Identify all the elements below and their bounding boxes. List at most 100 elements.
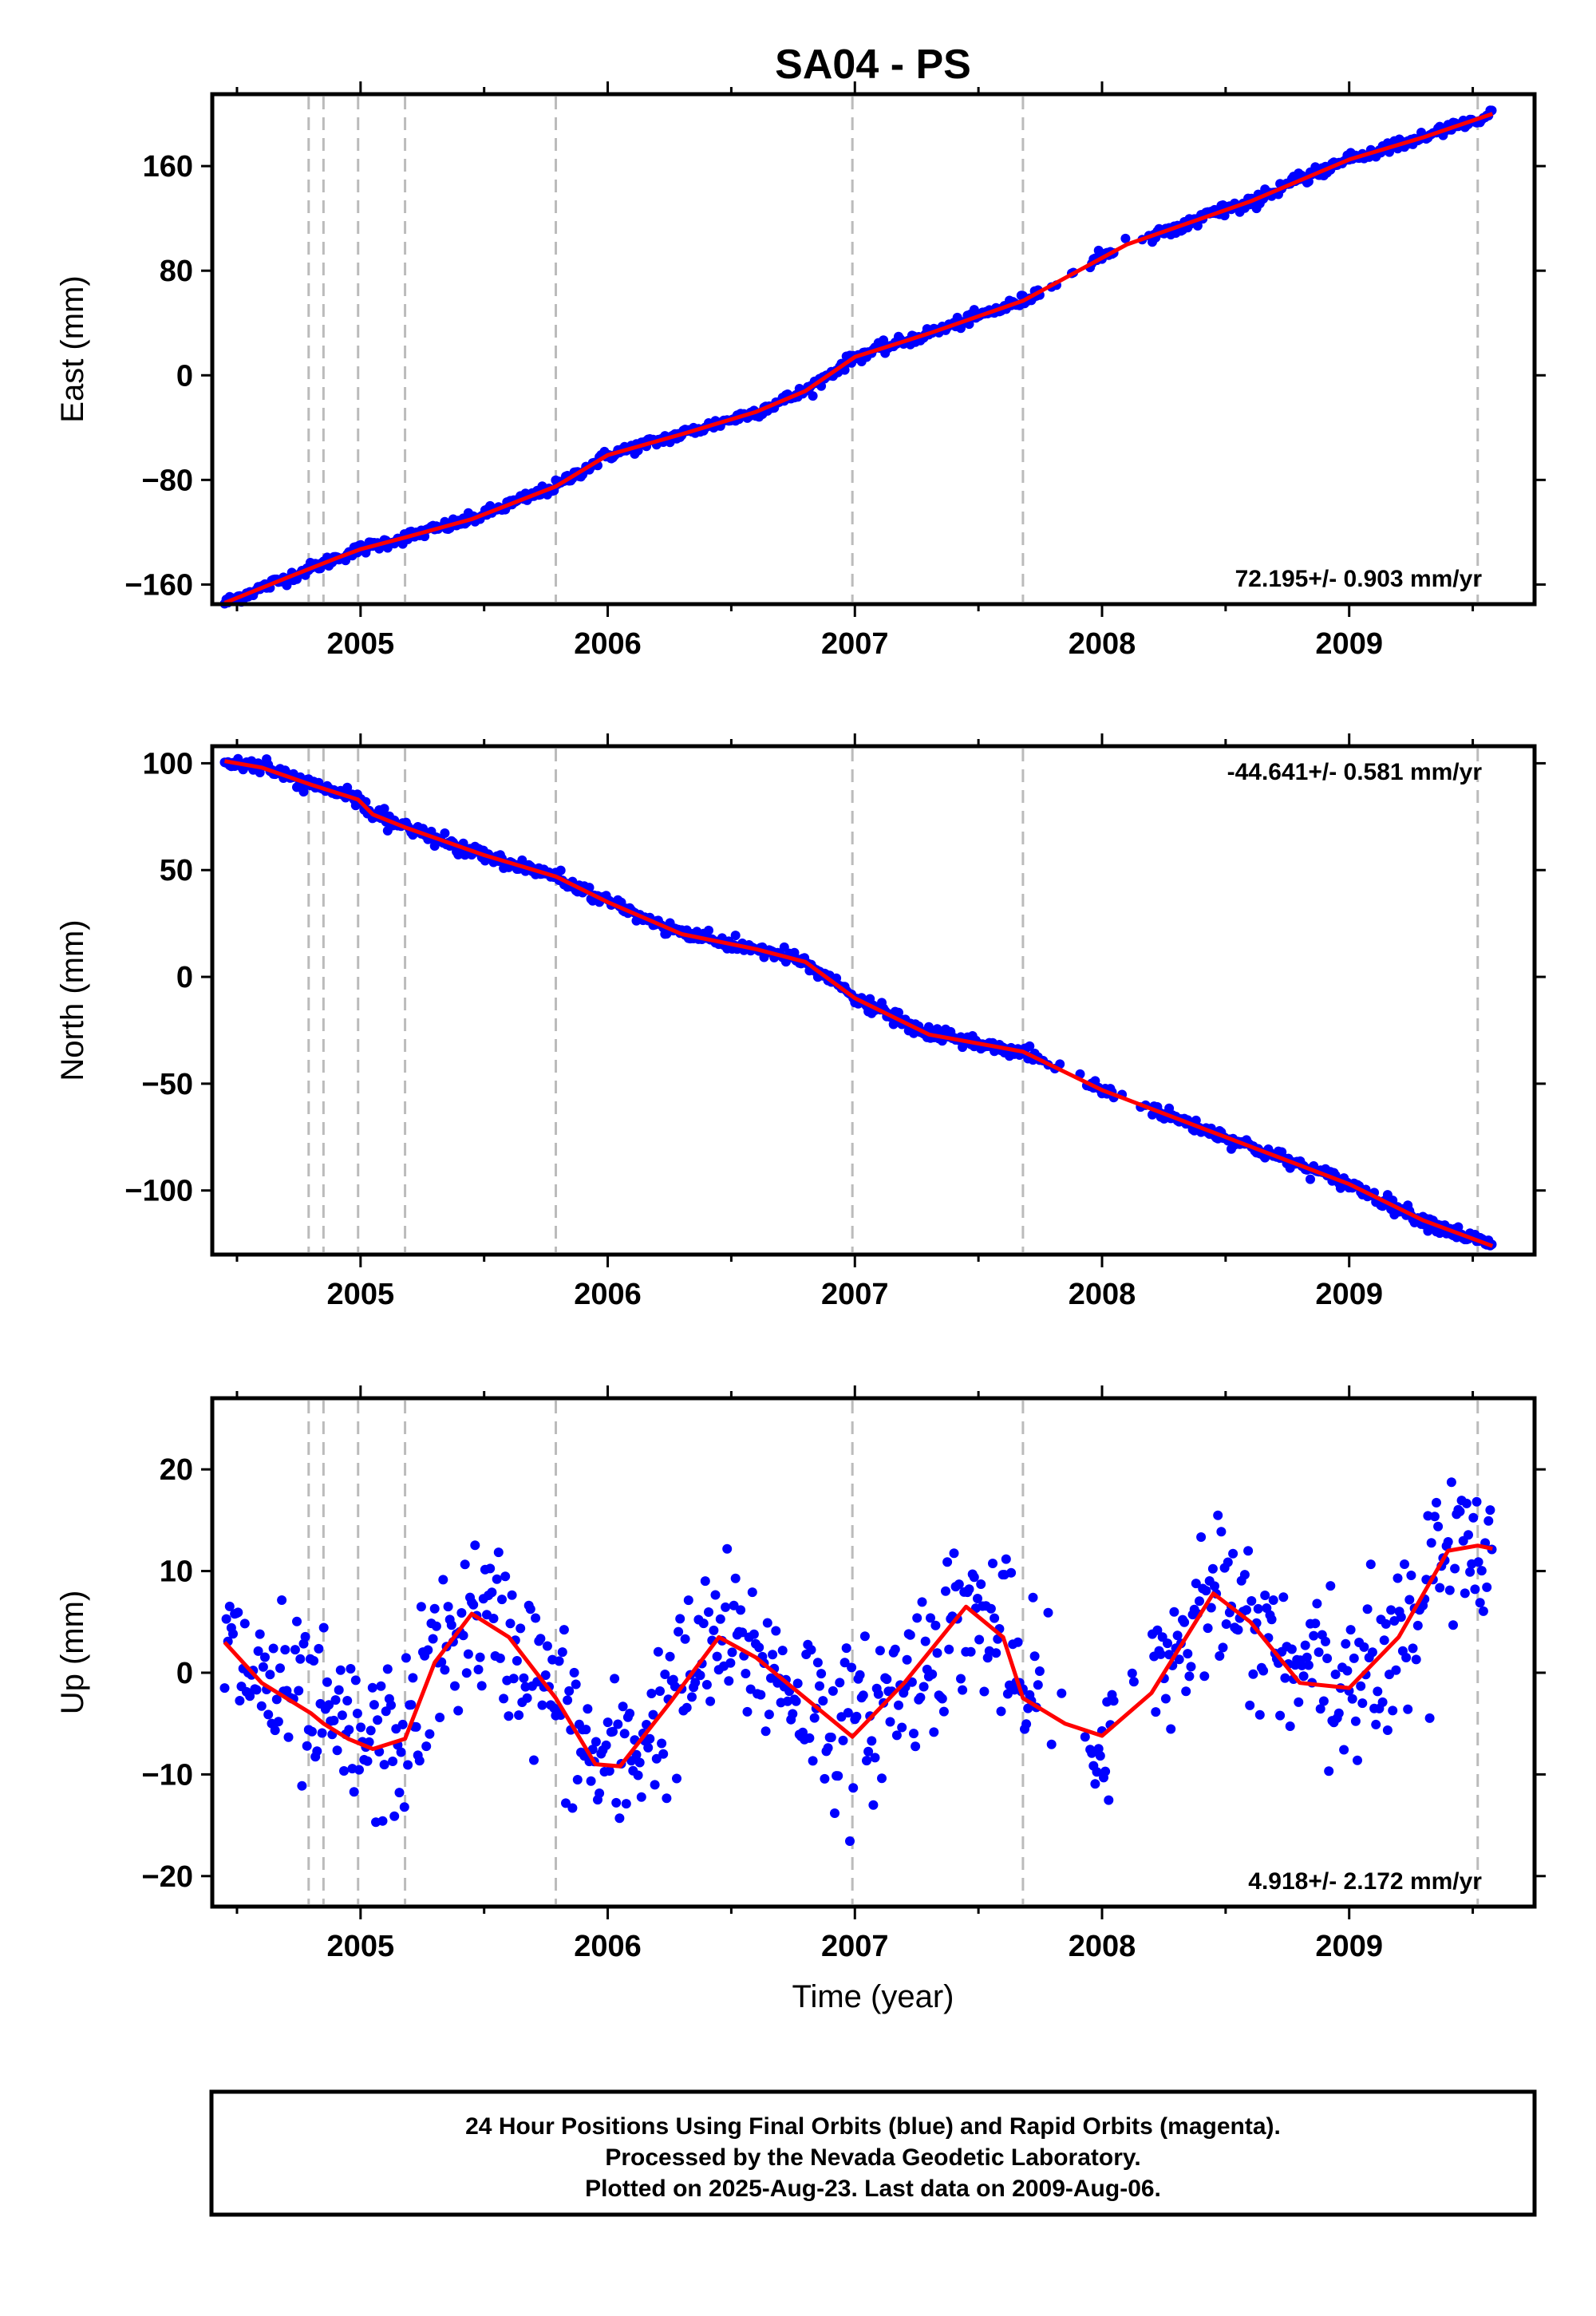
data-point — [1475, 1598, 1485, 1608]
data-point — [754, 1642, 764, 1653]
data-point — [683, 1595, 693, 1606]
data-point — [715, 1614, 725, 1624]
data-point — [762, 1618, 772, 1628]
data-point — [1309, 1630, 1319, 1641]
data-point — [1393, 1573, 1403, 1583]
data-point — [1412, 1620, 1423, 1630]
data-point — [1033, 1680, 1043, 1690]
data-point — [1371, 1719, 1381, 1729]
data-point — [332, 1745, 342, 1756]
data-point — [492, 1574, 502, 1584]
data-point — [1386, 1605, 1396, 1615]
data-point — [902, 1654, 912, 1665]
data-point — [1021, 1719, 1032, 1729]
data-point — [990, 1613, 1000, 1623]
data-point — [1104, 1795, 1114, 1805]
data-point — [337, 1710, 347, 1721]
data-point — [648, 1709, 658, 1720]
data-point — [1087, 1748, 1097, 1758]
data-point — [224, 1601, 235, 1611]
data-point — [386, 1700, 396, 1710]
data-point — [912, 1613, 922, 1623]
data-point — [944, 1644, 954, 1654]
data-point — [927, 1669, 938, 1679]
data-point — [519, 1673, 529, 1683]
data-point — [239, 1618, 250, 1629]
data-point — [1473, 1557, 1483, 1567]
data-point — [1025, 1041, 1035, 1051]
data-point — [295, 1654, 306, 1664]
data-point — [414, 1756, 425, 1766]
data-point — [1239, 1570, 1250, 1580]
footer-line-3: Plotted on 2025-Aug-23. Last data on 200… — [585, 2176, 1161, 2202]
data-point — [431, 1621, 441, 1631]
data-point — [1300, 1640, 1310, 1650]
data-point — [416, 1602, 426, 1612]
rate-label-north: -44.641+/- 0.581 mm/yr — [1227, 759, 1483, 785]
data-point — [382, 1664, 393, 1674]
data-point — [235, 1696, 245, 1705]
data-point — [973, 1594, 982, 1603]
data-point — [657, 1738, 667, 1749]
data-point — [633, 1770, 643, 1780]
data-point — [918, 1682, 929, 1692]
y-tick-label: 0 — [176, 1657, 193, 1690]
data-point — [1201, 1586, 1211, 1596]
y-tick-label: −160 — [124, 568, 193, 602]
x-tick-label: 2006 — [574, 1278, 642, 1311]
data-point — [1246, 1596, 1257, 1606]
data-point — [1233, 1625, 1243, 1635]
data-point — [1303, 1660, 1314, 1670]
x-tick-label: 2009 — [1315, 1930, 1383, 1963]
data-point — [356, 1722, 366, 1733]
data-point — [595, 1788, 605, 1798]
data-point — [1023, 1703, 1033, 1713]
data-point — [897, 1722, 907, 1733]
data-point — [1028, 1592, 1038, 1603]
data-point — [818, 1696, 828, 1706]
data-point — [535, 1634, 546, 1644]
data-point — [674, 1626, 684, 1637]
data-point — [956, 1674, 966, 1684]
data-point — [1382, 1725, 1393, 1735]
data-point — [349, 1787, 359, 1797]
data-point — [1128, 1677, 1139, 1687]
fit-line-east — [223, 112, 1494, 605]
data-point — [1444, 1585, 1455, 1595]
data-point — [463, 1649, 473, 1659]
data-point — [966, 1646, 976, 1657]
y-tick-label: 50 — [160, 854, 193, 887]
data-point — [1100, 1766, 1111, 1777]
data-point — [863, 1746, 874, 1757]
data-point — [1377, 1697, 1388, 1707]
data-point — [350, 1675, 361, 1686]
data-point — [1429, 1512, 1440, 1522]
data-point — [557, 1647, 567, 1658]
y-tick-label: −20 — [142, 1860, 193, 1894]
data-point — [1152, 1625, 1163, 1635]
data-point — [1268, 1595, 1278, 1605]
data-point — [964, 1584, 974, 1595]
x-tick-label: 2007 — [821, 1278, 889, 1311]
data-point — [724, 1676, 734, 1686]
data-point — [475, 1652, 485, 1662]
data-point — [458, 1630, 468, 1641]
data-point — [485, 1563, 496, 1574]
data-point — [1433, 1521, 1444, 1531]
data-point — [870, 1753, 880, 1763]
data-point — [352, 1709, 362, 1718]
data-point — [894, 1700, 903, 1710]
panel-frame — [210, 744, 1537, 1257]
data-point — [672, 1773, 681, 1784]
x-axis-label: Time (year) — [792, 1979, 954, 2014]
x-tick-label: 2007 — [821, 1930, 889, 1963]
data-point — [1216, 1527, 1227, 1537]
data-point — [1446, 1477, 1456, 1488]
data-point — [808, 391, 818, 401]
data-point — [771, 1626, 781, 1636]
y-tick-label: −10 — [142, 1758, 193, 1792]
data-point — [745, 1684, 756, 1694]
data-point — [1151, 1707, 1161, 1717]
x-tick-label: 2008 — [1069, 1278, 1136, 1311]
data-point — [1401, 1653, 1412, 1662]
